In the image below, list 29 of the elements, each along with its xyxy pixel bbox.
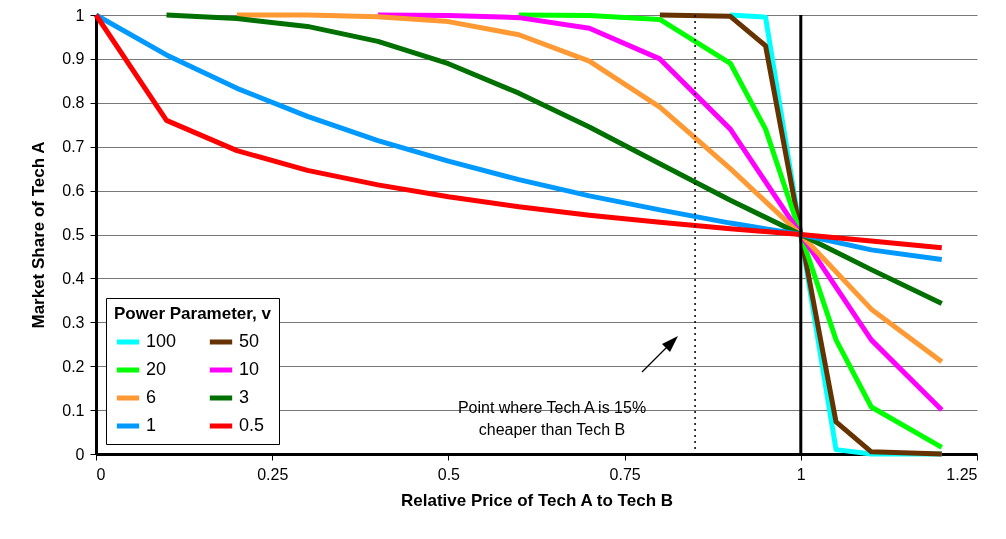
- y-tick-label: 0.4: [62, 269, 85, 287]
- x-tick-label: 0.5: [437, 465, 461, 483]
- x-axis-title: Relative Price of Tech A to Tech B: [400, 490, 674, 510]
- y-tick-label: 0.6: [62, 182, 85, 200]
- x-tick-label: 0.25: [257, 465, 289, 483]
- legend-label: 100: [146, 331, 177, 351]
- x-tick-label: 1.25: [946, 465, 978, 483]
- legend-label: 3: [239, 387, 250, 407]
- x-tick-label: 1: [796, 465, 806, 483]
- y-axis-title: Market Share of Tech A: [29, 141, 49, 329]
- y-tick-label: 0.2: [62, 357, 85, 375]
- y-tick-label: 0: [75, 445, 85, 463]
- y-tick-label: 0.3: [62, 313, 85, 331]
- legend-label: 10: [239, 359, 260, 379]
- y-tick-label: 0.7: [62, 138, 85, 156]
- y-tick-label: 0.8: [62, 94, 85, 112]
- legend-label: 20: [146, 359, 167, 379]
- x-tick-label: 0.75: [609, 465, 641, 483]
- legend-title: Power Parameter, v: [114, 304, 272, 323]
- y-tick-label: 0.1: [62, 401, 85, 419]
- y-tick-label: 1: [75, 6, 85, 24]
- y-tick-label: 0.9: [62, 50, 85, 68]
- y-tick-label: 0.5: [62, 226, 85, 243]
- legend-label: 1: [146, 415, 157, 435]
- annotation: Point where Tech A is 15% cheaper than Tech B: [457, 399, 647, 438]
- legend-label: 50: [239, 331, 260, 351]
- legend-label: 0.5: [239, 415, 265, 435]
- x-tick-label: 0: [96, 465, 106, 483]
- legend-label: 6: [146, 387, 157, 407]
